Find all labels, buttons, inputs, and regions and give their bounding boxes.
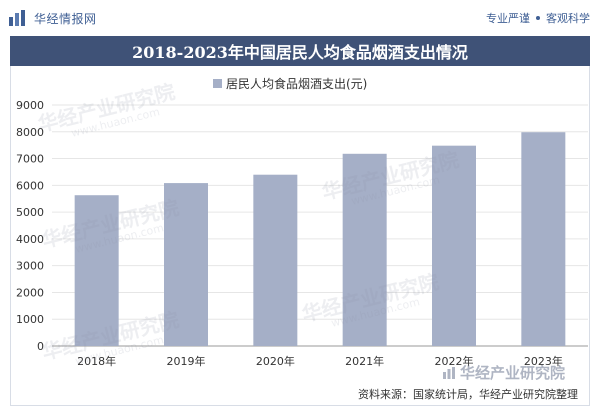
y-tick-label: 9000 bbox=[16, 99, 44, 112]
watermark-logo-icon bbox=[443, 366, 455, 379]
y-tick-label: 7000 bbox=[16, 153, 44, 166]
bar bbox=[74, 195, 119, 346]
legend-swatch bbox=[213, 79, 222, 88]
x-tick-label: 2022年 bbox=[435, 354, 474, 368]
x-tick-label: 2019年 bbox=[167, 354, 206, 368]
tagline-left: 专业严谨 bbox=[486, 12, 530, 25]
x-tick-label: 2023年 bbox=[524, 354, 563, 368]
brand: 华经情报网 bbox=[8, 9, 97, 27]
y-tick-label: 8000 bbox=[16, 126, 44, 139]
logo-icon bbox=[9, 10, 25, 26]
bottom-watermark: 华经产业研究院 bbox=[442, 362, 565, 383]
bar bbox=[164, 183, 208, 346]
tagline-right: 客观科学 bbox=[546, 12, 590, 25]
tagline: 专业严谨 客观科学 bbox=[486, 10, 590, 26]
bar bbox=[432, 145, 476, 346]
x-tick-label: 2020年 bbox=[256, 354, 295, 368]
y-tick-label: 1000 bbox=[16, 313, 44, 326]
source-note: 资料来源：国家统计局，华经产业研究院整理 bbox=[358, 388, 578, 401]
x-tick-label: 2021年 bbox=[345, 354, 384, 368]
bottom-watermark-text: 华经产业研究院 bbox=[460, 364, 566, 382]
y-tick-label: 5000 bbox=[16, 206, 44, 219]
top-bar: 华经情报网 专业严谨 客观科学 bbox=[0, 0, 600, 36]
y-tick-label: 2000 bbox=[16, 286, 44, 299]
legend-label: 居民人均食品烟酒支出(元) bbox=[226, 76, 367, 91]
brand-name: 华经情报网 bbox=[34, 11, 97, 26]
chart-title: 2018-2023年中国居民人均食品烟酒支出情况 bbox=[10, 36, 590, 66]
bar bbox=[342, 153, 387, 346]
x-tick-label: 2018年 bbox=[77, 354, 116, 368]
bar bbox=[253, 174, 298, 346]
y-tick-label: 3000 bbox=[16, 260, 44, 273]
separator-dot bbox=[536, 16, 540, 20]
y-tick-label: 0 bbox=[37, 340, 44, 353]
y-tick-label: 4000 bbox=[16, 233, 44, 246]
y-tick-label: 6000 bbox=[16, 179, 44, 192]
bar bbox=[521, 132, 566, 346]
chart-frame bbox=[10, 66, 590, 406]
